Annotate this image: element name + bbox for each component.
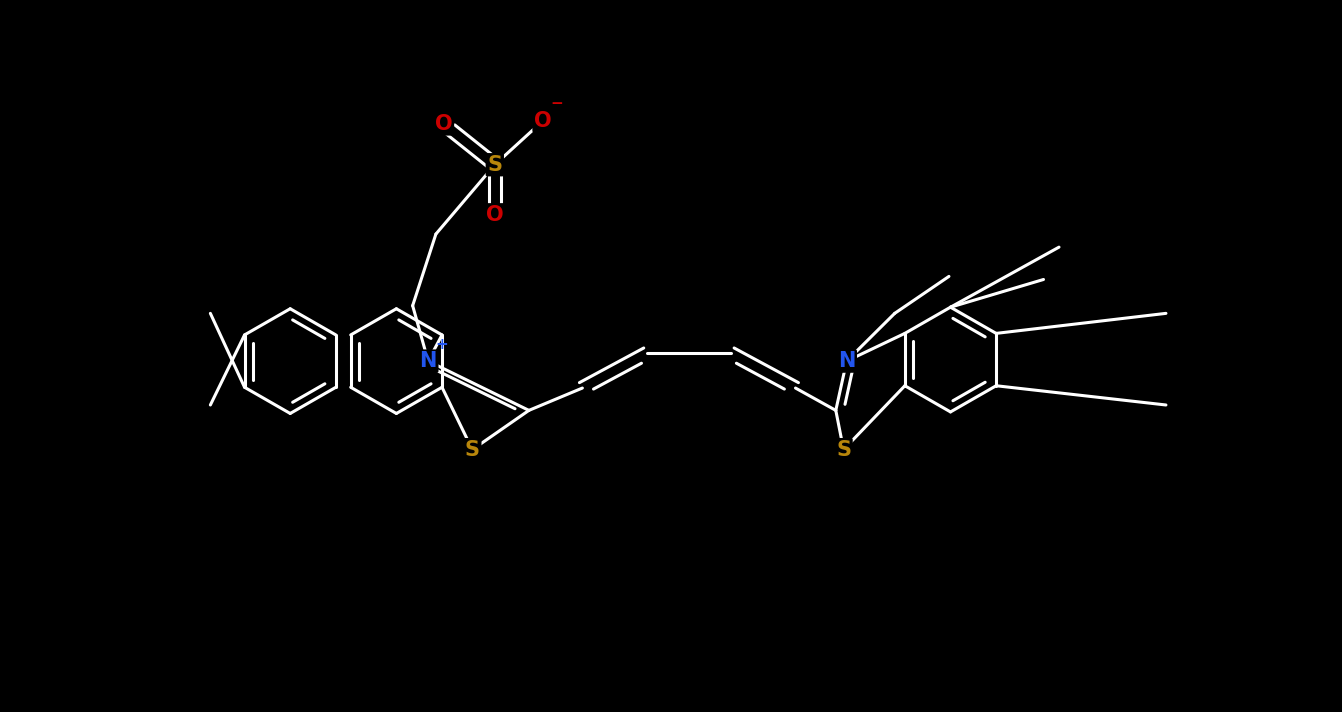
- Text: O: O: [486, 205, 503, 225]
- Text: N: N: [837, 351, 855, 371]
- Text: S: S: [464, 439, 480, 460]
- Text: +: +: [436, 337, 448, 352]
- Text: −: −: [550, 96, 564, 111]
- Text: N: N: [420, 351, 437, 371]
- Text: S: S: [836, 439, 851, 460]
- Text: S: S: [487, 155, 502, 174]
- Text: O: O: [435, 114, 452, 134]
- Text: O: O: [534, 111, 552, 131]
